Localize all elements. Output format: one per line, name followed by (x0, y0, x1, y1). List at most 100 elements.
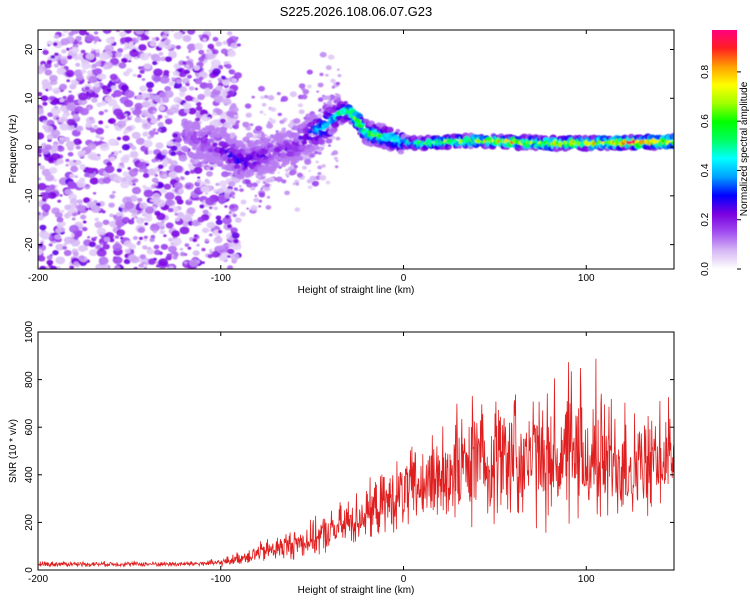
spectrogram-y-ticks: -20 -10 0 10 20 (24, 44, 674, 252)
heatmap-cell (182, 148, 189, 153)
heatmap-cell (332, 150, 339, 156)
heatmap-cell (281, 127, 285, 131)
heatmap-cell (104, 65, 109, 68)
heatmap-cell (179, 251, 186, 257)
heatmap-cell (235, 204, 238, 208)
spectrogram-x-ticks: -200 -100 0 100 (28, 30, 595, 284)
heatmap-cell (317, 172, 322, 176)
heatmap-cell (39, 224, 47, 231)
heatmap-cell (55, 227, 63, 234)
heatmap-cell (221, 131, 226, 135)
heatmap-cell (54, 212, 63, 219)
heatmap-cell (155, 56, 162, 62)
heatmap-cell (195, 117, 201, 122)
heatmap-cell (69, 173, 76, 179)
heatmap-cell (46, 255, 53, 260)
heatmap-cell (113, 175, 123, 184)
heatmap-cell (84, 86, 90, 91)
heatmap-cell (317, 165, 323, 170)
heatmap-cell (173, 165, 183, 173)
snr-panel: -200 -100 0 100 0 200 400 600 800 1000 Height of… (8, 320, 675, 596)
heatmap-cell (395, 128, 401, 133)
heatmap-cell (182, 222, 189, 227)
heatmap-cell (52, 87, 61, 95)
heatmap-cell (292, 183, 295, 185)
heatmap-cell (141, 78, 146, 81)
heatmap-cell (308, 130, 313, 134)
heatmap-cell (327, 54, 335, 60)
heatmap-cell (328, 144, 331, 147)
heatmap-cell (120, 84, 129, 92)
heatmap-cell (218, 80, 222, 83)
heatmap-cell (77, 41, 83, 45)
heatmap-cell (68, 90, 72, 93)
heatmap-cell (228, 211, 232, 214)
heatmap-cell (231, 232, 240, 239)
heatmap-cell (205, 197, 216, 206)
heatmap-cell (319, 72, 324, 77)
heatmap-cell (158, 41, 167, 48)
heatmap-cell (154, 182, 159, 186)
heatmap-cell (55, 256, 66, 265)
heatmap-cell (118, 81, 123, 84)
heatmap-cell (130, 151, 138, 157)
heatmap-cell (289, 91, 297, 98)
colorbar-gradient (712, 30, 737, 269)
heatmap-cell (93, 82, 100, 88)
heatmap-cell (146, 112, 154, 119)
heatmap-cell (262, 181, 266, 184)
heatmap-cell (198, 76, 204, 81)
heatmap-cell (136, 217, 145, 224)
heatmap-cell (85, 32, 90, 36)
heatmap-cell (170, 145, 178, 151)
heatmap-cell (228, 140, 234, 145)
heatmap-cell (294, 151, 302, 157)
heatmap-cell (94, 221, 103, 229)
heatmap-cell (222, 40, 228, 45)
heatmap-cell (60, 58, 68, 65)
heatmap-cell (192, 238, 198, 243)
heatmap-cell (319, 149, 323, 152)
heatmap-cell (59, 118, 65, 124)
heatmap-cell (209, 166, 214, 171)
heatmap-cell (293, 137, 300, 143)
heatmap-cell (111, 151, 115, 155)
heatmap-cell (64, 204, 72, 211)
heatmap-cell (70, 233, 75, 237)
heatmap-cell (79, 165, 86, 170)
heatmap-cell (118, 62, 127, 69)
heatmap-cell (145, 81, 155, 89)
heatmap-cell (246, 207, 249, 210)
heatmap-cell (168, 237, 174, 242)
heatmap-cell (49, 145, 59, 152)
heatmap-cell (106, 161, 113, 167)
heatmap-cell (218, 180, 227, 188)
heatmap-cell (197, 216, 205, 223)
heatmap-cell (325, 65, 332, 71)
heatmap-cell (187, 246, 192, 250)
heatmap-cell (176, 150, 183, 156)
heatmap-cell (175, 45, 181, 50)
heatmap-cell (244, 179, 251, 185)
heatmap-cell (319, 108, 322, 111)
heatmap-cell (167, 245, 177, 253)
heatmap-cell (115, 52, 122, 58)
heatmap-cell (85, 184, 90, 187)
heatmap-cell (195, 101, 202, 107)
heatmap-cell (60, 38, 70, 46)
heatmap-cell (106, 88, 112, 93)
heatmap-cell (215, 182, 220, 186)
heatmap-cell (290, 132, 298, 139)
heatmap-cell (42, 120, 48, 124)
heatmap-cell (298, 145, 306, 151)
heatmap-cell (79, 107, 89, 116)
heatmap-cell (201, 261, 205, 264)
heatmap-cell (141, 101, 151, 108)
heatmap-cell (144, 150, 150, 155)
heatmap-cell (91, 205, 101, 214)
heatmap-cell (272, 161, 280, 168)
heatmap-cell (66, 118, 76, 126)
heatmap-cell (238, 185, 242, 188)
heatmap-cell (336, 93, 341, 98)
heatmap-cell (99, 143, 110, 152)
